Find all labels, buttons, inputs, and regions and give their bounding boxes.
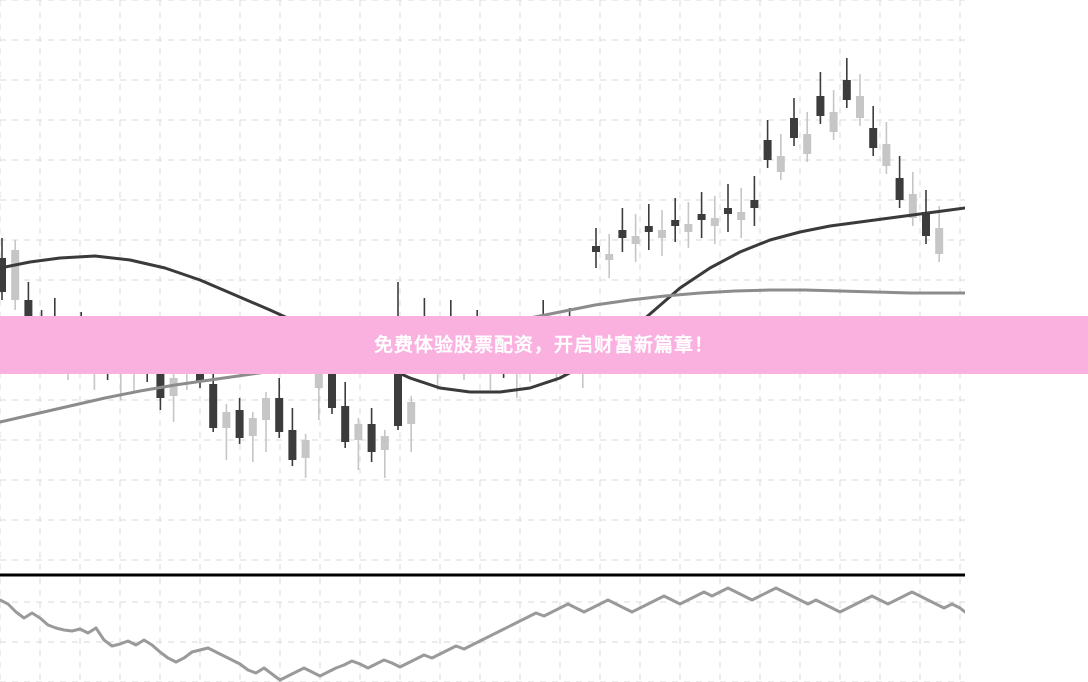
- promo-banner[interactable]: 免费体验股票配资，开启财富新篇章！: [0, 316, 1088, 374]
- promo-banner-text: 免费体验股票配资，开启财富新篇章！: [373, 334, 714, 356]
- indicator-oscillator-series: [0, 586, 965, 682]
- grid-lines: [0, 0, 965, 682]
